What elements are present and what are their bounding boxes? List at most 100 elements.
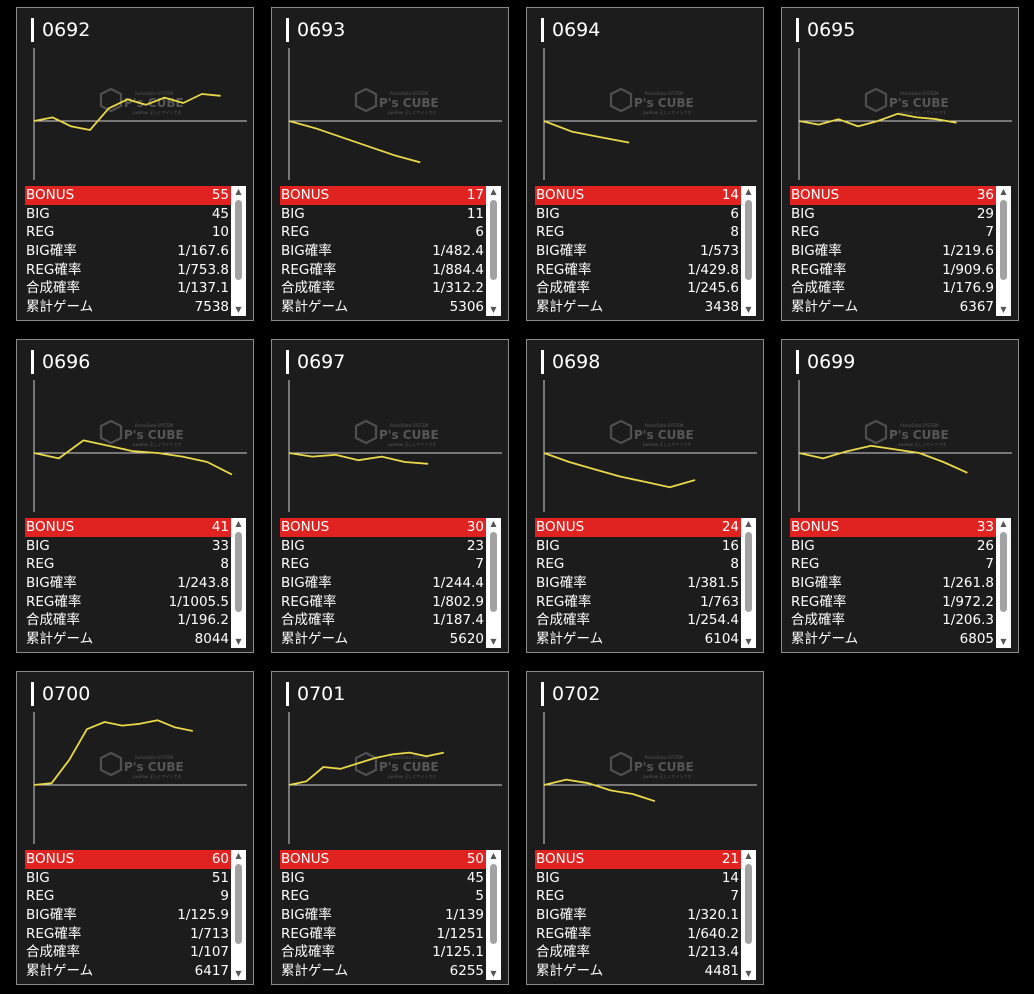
- machine-number[interactable]: 0695: [796, 18, 855, 42]
- scroll-thumb[interactable]: [235, 864, 242, 944]
- stats-scrollbar[interactable]: ▲ ▼: [231, 186, 246, 316]
- machine-card[interactable]: 0696 ParlorData SYSTEM P's CUBE pwidow 正…: [16, 339, 254, 653]
- bonus-value: 41: [211, 519, 229, 535]
- scroll-down-icon[interactable]: ▼: [235, 969, 242, 978]
- stats-scrollbar[interactable]: ▲ ▼: [741, 850, 756, 980]
- total-games-label: 累計ゲーム: [536, 631, 604, 648]
- scroll-thumb[interactable]: [745, 532, 752, 612]
- scroll-thumb[interactable]: [235, 200, 242, 280]
- big-rate-label: BIG確率: [281, 907, 332, 924]
- machine-number[interactable]: 0698: [541, 350, 600, 374]
- combined-rate-row: 合成確率 1/245.6: [535, 279, 741, 298]
- scroll-thumb[interactable]: [1000, 532, 1007, 612]
- bonus-value: 21: [721, 851, 739, 867]
- machine-card[interactable]: 0695 ParlorData SYSTEM P's CUBE pwidow 正…: [781, 7, 1019, 321]
- scroll-down-icon[interactable]: ▼: [235, 637, 242, 646]
- combined-rate-label: 合成確率: [281, 280, 335, 297]
- scroll-thumb[interactable]: [745, 200, 752, 280]
- bonus-value: 33: [976, 519, 994, 535]
- machine-number[interactable]: 0692: [31, 18, 90, 42]
- stats-scrollbar[interactable]: ▲ ▼: [231, 518, 246, 648]
- reg-rate-row: REG確率 1/429.8: [535, 261, 741, 280]
- machine-number[interactable]: 0694: [541, 18, 600, 42]
- total-games-value: 6417: [194, 963, 229, 980]
- watermark-line2: pwidow 正しくサイトです: [133, 774, 181, 779]
- scroll-up-icon[interactable]: ▲: [490, 851, 497, 860]
- machine-number[interactable]: 0702: [541, 682, 600, 706]
- scroll-down-icon[interactable]: ▼: [235, 305, 242, 314]
- scroll-down-icon[interactable]: ▼: [745, 637, 752, 646]
- machine-card[interactable]: 0694 ParlorData SYSTEM P's CUBE pwidow 正…: [526, 7, 764, 321]
- scroll-thumb[interactable]: [490, 200, 497, 280]
- scroll-up-icon[interactable]: ▲: [490, 187, 497, 196]
- reg-value: 8: [220, 556, 229, 573]
- big-label: BIG: [536, 869, 560, 886]
- slump-graph: ParlorData SYSTEM P's CUBE pwidow 正しくサイト…: [543, 380, 757, 512]
- scroll-up-icon[interactable]: ▲: [745, 187, 752, 196]
- scroll-up-icon[interactable]: ▲: [745, 519, 752, 528]
- reg-rate-value: 1/713: [190, 925, 229, 942]
- bonus-row: BONUS 17: [280, 186, 486, 205]
- machine-card[interactable]: 0698 ParlorData SYSTEM P's CUBE pwidow 正…: [526, 339, 764, 653]
- stats-table: BONUS 55 BIG 45 REG 10 BIG確率 1/167.6 REG確率 1/…: [25, 186, 231, 317]
- scroll-up-icon[interactable]: ▲: [235, 519, 242, 528]
- big-label: BIG: [281, 869, 305, 886]
- combined-rate-label: 合成確率: [791, 612, 845, 629]
- machine-number[interactable]: 0696: [31, 350, 90, 374]
- stats-scrollbar[interactable]: ▲ ▼: [741, 518, 756, 648]
- reg-rate-value: 1/972.2: [942, 593, 994, 610]
- scroll-up-icon[interactable]: ▲: [1000, 519, 1007, 528]
- scroll-thumb[interactable]: [490, 864, 497, 944]
- machine-card[interactable]: 0700 ParlorData SYSTEM P's CUBE pwidow 正…: [16, 671, 254, 985]
- stats-scrollbar[interactable]: ▲ ▼: [996, 186, 1011, 316]
- scroll-up-icon[interactable]: ▲: [745, 851, 752, 860]
- total-games-row: 累計ゲーム 6367: [790, 298, 996, 317]
- big-rate-label: BIG確率: [26, 575, 77, 592]
- machine-card[interactable]: 0702 ParlorData SYSTEM P's CUBE pwidow 正…: [526, 671, 764, 985]
- machine-card[interactable]: 0699 ParlorData SYSTEM P's CUBE pwidow 正…: [781, 339, 1019, 653]
- scroll-down-icon[interactable]: ▼: [490, 305, 497, 314]
- slump-graph: ParlorData SYSTEM P's CUBE pwidow 正しくサイト…: [33, 712, 247, 844]
- scroll-up-icon[interactable]: ▲: [1000, 187, 1007, 196]
- big-rate-label: BIG確率: [791, 243, 842, 260]
- scroll-down-icon[interactable]: ▼: [1000, 637, 1007, 646]
- stats-scrollbar[interactable]: ▲ ▼: [741, 186, 756, 316]
- scroll-thumb[interactable]: [235, 532, 242, 612]
- bonus-row: BONUS 21: [535, 850, 741, 869]
- scroll-thumb[interactable]: [490, 532, 497, 612]
- slump-graph: ParlorData SYSTEM P's CUBE pwidow 正しくサイト…: [33, 380, 247, 512]
- scroll-down-icon[interactable]: ▼: [745, 969, 752, 978]
- total-games-label: 累計ゲーム: [791, 299, 859, 316]
- scroll-up-icon[interactable]: ▲: [235, 851, 242, 860]
- scroll-down-icon[interactable]: ▼: [490, 637, 497, 646]
- total-games-value: 4481: [704, 963, 739, 980]
- scroll-down-icon[interactable]: ▼: [1000, 305, 1007, 314]
- combined-rate-row: 合成確率 1/187.4: [280, 611, 486, 630]
- machine-number[interactable]: 0700: [31, 682, 90, 706]
- stats-scrollbar[interactable]: ▲ ▼: [231, 850, 246, 980]
- combined-rate-row: 合成確率 1/137.1: [25, 279, 231, 298]
- stats-table: BONUS 21 BIG 14 REG 7 BIG確率 1/320.1 REG確率 1/6…: [535, 850, 741, 981]
- stats-scrollbar[interactable]: ▲ ▼: [486, 518, 501, 648]
- machine-card[interactable]: 0693 ParlorData SYSTEM P's CUBE pwidow 正…: [271, 7, 509, 321]
- stats-scrollbar[interactable]: ▲ ▼: [996, 518, 1011, 648]
- machine-card[interactable]: 0701 ParlorData SYSTEM P's CUBE pwidow 正…: [271, 671, 509, 985]
- scroll-down-icon[interactable]: ▼: [490, 969, 497, 978]
- machine-number[interactable]: 0693: [286, 18, 345, 42]
- scroll-up-icon[interactable]: ▲: [490, 519, 497, 528]
- machine-card[interactable]: 0692 ParlorData SYSTEM P's CUBE pwidow 正…: [16, 7, 254, 321]
- watermark-line1: ParlorData SYSTEM: [135, 91, 174, 96]
- machine-number[interactable]: 0697: [286, 350, 345, 374]
- scroll-thumb[interactable]: [1000, 200, 1007, 280]
- machine-number[interactable]: 0701: [286, 682, 345, 706]
- stats-scrollbar[interactable]: ▲ ▼: [486, 850, 501, 980]
- scroll-down-icon[interactable]: ▼: [745, 305, 752, 314]
- stats-scrollbar[interactable]: ▲ ▼: [486, 186, 501, 316]
- big-rate-value: 1/125.9: [177, 907, 229, 924]
- stats-table: BONUS 33 BIG 26 REG 7 BIG確率 1/261.8 REG確率 1/9…: [790, 518, 996, 649]
- big-value: 45: [466, 869, 484, 886]
- machine-card[interactable]: 0697 ParlorData SYSTEM P's CUBE pwidow 正…: [271, 339, 509, 653]
- machine-number[interactable]: 0699: [796, 350, 855, 374]
- scroll-up-icon[interactable]: ▲: [235, 187, 242, 196]
- scroll-thumb[interactable]: [745, 864, 752, 944]
